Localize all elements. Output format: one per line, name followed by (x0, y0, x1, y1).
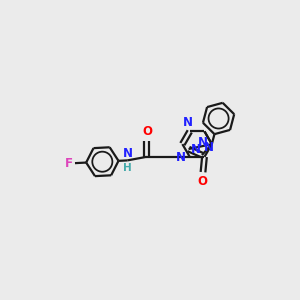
Text: N: N (198, 136, 208, 149)
Text: N: N (183, 116, 193, 129)
Text: O: O (142, 125, 152, 138)
Text: N: N (123, 146, 133, 160)
Text: N: N (176, 151, 186, 164)
Text: F: F (64, 157, 73, 169)
Text: N: N (203, 141, 214, 154)
Text: N: N (191, 143, 201, 156)
Text: H: H (123, 163, 132, 173)
Text: O: O (197, 175, 207, 188)
